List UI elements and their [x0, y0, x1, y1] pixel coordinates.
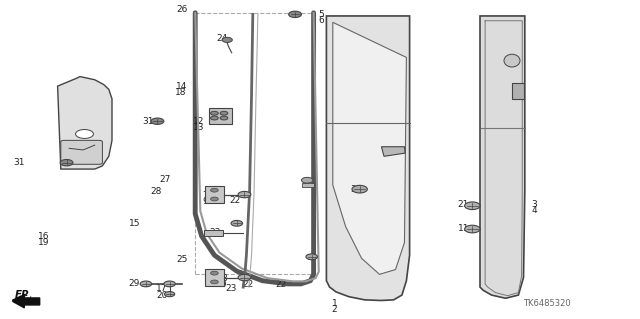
- Text: 25: 25: [176, 255, 188, 264]
- Text: 5: 5: [318, 10, 324, 19]
- Text: 9: 9: [202, 197, 208, 206]
- Text: 31: 31: [142, 117, 154, 126]
- Text: 19: 19: [38, 238, 50, 247]
- Circle shape: [222, 37, 232, 42]
- Text: 23: 23: [209, 228, 221, 237]
- Circle shape: [211, 116, 218, 120]
- Text: 16: 16: [38, 232, 50, 241]
- Text: 4: 4: [531, 206, 537, 215]
- Text: FR.: FR.: [15, 290, 34, 300]
- Text: 22: 22: [242, 280, 253, 289]
- Ellipse shape: [504, 54, 520, 67]
- Text: 21: 21: [458, 200, 469, 209]
- Polygon shape: [326, 16, 410, 300]
- Polygon shape: [333, 22, 406, 274]
- Text: 18: 18: [175, 88, 187, 97]
- Circle shape: [289, 11, 301, 18]
- Circle shape: [211, 111, 218, 115]
- Text: TK6485320: TK6485320: [524, 299, 571, 308]
- Circle shape: [220, 111, 228, 115]
- Circle shape: [164, 292, 175, 297]
- Text: 14: 14: [175, 82, 187, 91]
- Text: 8: 8: [221, 274, 227, 283]
- Circle shape: [238, 274, 251, 281]
- Text: 28: 28: [150, 187, 162, 196]
- Circle shape: [60, 160, 73, 166]
- Polygon shape: [381, 147, 405, 156]
- Text: 22: 22: [229, 197, 241, 205]
- Text: 6: 6: [318, 16, 324, 25]
- Text: 12: 12: [193, 117, 205, 126]
- Text: 11: 11: [458, 224, 469, 233]
- Polygon shape: [480, 16, 525, 298]
- Text: 10: 10: [216, 280, 227, 289]
- Bar: [204, 230, 223, 236]
- Text: 20: 20: [156, 291, 168, 300]
- Circle shape: [140, 281, 152, 287]
- Circle shape: [211, 188, 218, 192]
- Circle shape: [465, 225, 480, 233]
- Bar: [209, 108, 232, 124]
- Text: 1: 1: [332, 299, 337, 308]
- Circle shape: [151, 118, 164, 124]
- Text: 23: 23: [225, 284, 237, 293]
- Text: 31: 31: [13, 158, 24, 167]
- Text: 15: 15: [129, 219, 141, 228]
- Circle shape: [211, 280, 218, 284]
- Text: 22: 22: [275, 280, 287, 289]
- Circle shape: [231, 220, 243, 226]
- Text: 7: 7: [202, 191, 208, 200]
- Circle shape: [301, 177, 313, 183]
- Bar: [205, 186, 224, 204]
- Circle shape: [352, 185, 367, 193]
- Text: 26: 26: [176, 5, 188, 14]
- Circle shape: [211, 197, 218, 201]
- Circle shape: [76, 130, 93, 138]
- Text: 29: 29: [128, 279, 140, 288]
- Bar: [205, 269, 224, 286]
- Text: FR.: FR.: [24, 296, 42, 307]
- Circle shape: [238, 191, 251, 198]
- Circle shape: [220, 116, 228, 120]
- Text: 27: 27: [159, 175, 171, 184]
- Text: 24: 24: [216, 34, 227, 43]
- Polygon shape: [58, 77, 112, 169]
- Text: 30: 30: [351, 185, 362, 194]
- Circle shape: [465, 202, 480, 210]
- Text: 2: 2: [332, 305, 337, 314]
- Circle shape: [164, 281, 175, 287]
- Circle shape: [211, 271, 218, 275]
- Circle shape: [306, 254, 317, 260]
- FancyBboxPatch shape: [61, 140, 102, 164]
- Text: 17: 17: [156, 284, 168, 293]
- FancyArrow shape: [13, 295, 40, 308]
- Bar: [302, 183, 314, 187]
- Text: 13: 13: [193, 123, 205, 132]
- Polygon shape: [512, 83, 524, 99]
- Text: 3: 3: [531, 200, 537, 209]
